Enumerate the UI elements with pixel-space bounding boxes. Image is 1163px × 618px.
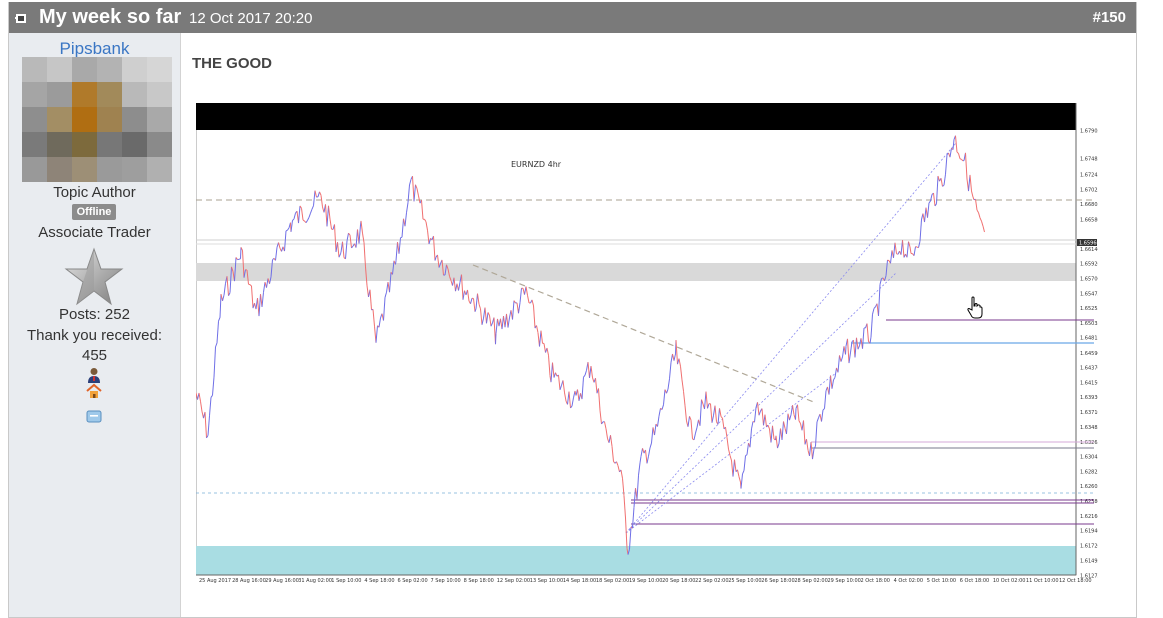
chart-plot-area: [196, 103, 1076, 575]
author-rank: Associate Trader: [9, 224, 180, 241]
post-number-link[interactable]: #150: [1093, 9, 1126, 26]
chart-y-tick-label: 1.62825: [1080, 469, 1098, 475]
post-title: My week so far: [39, 6, 181, 29]
chart-supply-zone: [196, 263, 1076, 281]
chart-y-tick-label: 1.67025: [1080, 187, 1098, 193]
chart-x-tick-label: 4 Oct 02:00: [894, 578, 923, 584]
message-icon[interactable]: [86, 409, 102, 425]
chart-y-tick-label: 1.65700: [1080, 276, 1098, 282]
user-profile-icon[interactable]: [86, 367, 102, 383]
chart-price-segment: [241, 247, 242, 258]
chart-bottom-zone: [196, 546, 1076, 575]
chart-x-tick-label: 12 Oct 18:00: [1059, 578, 1092, 584]
chart-x-tick-label: 10 Oct 02:00: [993, 578, 1026, 584]
author-username[interactable]: Pipsbank: [9, 39, 180, 59]
chart-x-tick-label: 31 Aug 02:00: [298, 578, 332, 584]
hand-cursor-icon: [966, 296, 984, 320]
chart-y-tick-label: 1.64370: [1080, 366, 1098, 372]
chart-x-tick-label: 2 Oct 18:00: [861, 578, 890, 584]
status-badge: Offline: [72, 204, 116, 220]
collapse-toggle-icon[interactable]: [15, 11, 29, 25]
chart-y-tick-label: 1.65035: [1080, 321, 1098, 327]
author-thanks-value: 455: [9, 347, 180, 364]
chart-x-tick-label: 29 Sep 10:00: [827, 578, 860, 584]
chart-x-tick-label: 13 Sep 10:00: [530, 578, 563, 584]
chart-x-tick-label: 14 Sep 18:00: [563, 578, 596, 584]
chart-top-band: [196, 103, 1076, 130]
chart-x-tick-label: 11 Oct 10:00: [1026, 578, 1059, 584]
chart-image: 1.67905 1.67485 1.67245 1.67025 1.66805 1.665…: [196, 103, 1098, 593]
chart-price-segment: [286, 230, 288, 231]
chart-y-tick-label: 1.63265: [1080, 440, 1098, 446]
chart-y-tick-label: 1.61940: [1080, 529, 1098, 535]
chart-x-tick-label: 4 Sep 18:00: [364, 578, 394, 584]
chart-x-tick-label: 18 Sep 02:00: [596, 578, 629, 584]
chart-x-tick-label: 12 Sep 02:00: [497, 578, 530, 584]
chart-y-tick-label: 1.63045: [1080, 455, 1098, 461]
chart-y-tick-label: 1.62160: [1080, 514, 1098, 520]
chart-y-tick-label: 1.66805: [1080, 202, 1098, 208]
chart-price-segment: [960, 159, 962, 160]
post-header: My week so far 12 Oct 2017 20:20 #150: [9, 2, 1136, 33]
chart-y-tick-label: 1.64815: [1080, 336, 1098, 342]
chart-y-tick-label: 1.62605: [1080, 484, 1098, 490]
chart-x-tick-label: 29 Aug 16:00: [265, 578, 299, 584]
post-content: THE GOOD 1.679051.674851.672451.670251.6…: [181, 33, 1136, 617]
chart-x-tick-label: 22 Sep 02:00: [695, 578, 728, 584]
chart-x-tick-label: 19 Sep 10:00: [629, 578, 662, 584]
chart-y-tick-label: 1.65475: [1080, 291, 1098, 297]
chart-x-tick-label: 20 Sep 18:00: [662, 578, 695, 584]
chart-x-tick-label: 5 Oct 10:00: [927, 578, 956, 584]
chart-y-tick-label: 1.67245: [1080, 173, 1098, 179]
chart-y-tick-label: 1.65255: [1080, 306, 1098, 312]
chart-x-tick-label: 25 Aug 2017: [199, 578, 231, 584]
chart-y-tick-label: 1.64590: [1080, 351, 1098, 357]
chart-price-segment: [846, 346, 847, 354]
chart-y-tick-label: 1.66140: [1080, 247, 1098, 253]
chart-x-tick-label: 25 Sep 10:00: [728, 578, 761, 584]
chart-y-tick-label: 1.63710: [1080, 410, 1098, 416]
chart-y-tick-label: 1.67485: [1080, 157, 1098, 163]
chart-x-tick-label: 1 Sep 10:00: [331, 578, 361, 584]
chart-y-tick-label: 1.66580: [1080, 217, 1098, 223]
chart-y-tick-label: 1.65920: [1080, 262, 1098, 268]
chart-price-segment: [341, 252, 342, 254]
chart-y-tick-label: 1.63485: [1080, 425, 1098, 431]
chart-y-tick-label: 1.61720: [1080, 543, 1098, 549]
chart-price-segment: [239, 259, 241, 260]
chart-x-tick-label: 28 Aug 16:00: [232, 578, 266, 584]
author-sidebar: Pipsbank Topic Author Offline Associate …: [9, 33, 181, 617]
chart-price-segment: [401, 237, 403, 238]
chart-y-tick-label: 1.61495: [1080, 559, 1098, 565]
chart-x-tick-label: 26 Sep 18:00: [761, 578, 794, 584]
author-role: Topic Author: [9, 184, 180, 201]
rank-star-icon: [64, 247, 124, 307]
chart-x-tick-label: 28 Sep 02:00: [794, 578, 827, 584]
chart-x-tick-label: 7 Sep 10:00: [431, 578, 461, 584]
author-posts: Posts: 252: [9, 306, 180, 323]
chart-y-tick-label: 1.64150: [1080, 380, 1098, 386]
chart-price-segment: [796, 408, 797, 419]
chart-y-tick-label: 1.67905: [1080, 128, 1098, 134]
eurnzd-chart: 1.67905 1.67485 1.67245 1.67025 1.66805 1.665…: [196, 103, 1098, 593]
chart-x-tick-label: 6 Sep 02:00: [397, 578, 427, 584]
chart-price-segment: [496, 333, 497, 344]
chart-x-tick-label: 8 Sep 18:00: [464, 578, 494, 584]
chart-x-tick-label: 6 Oct 18:00: [960, 578, 989, 584]
chart-price-segment: [396, 261, 397, 265]
home-icon[interactable]: [86, 383, 102, 399]
chart-current-price-label: 1.65960: [1079, 241, 1098, 247]
author-thanks-label: Thank you received:: [9, 327, 180, 344]
chart-y-tick-label: 1.63930: [1080, 395, 1098, 401]
post-date: 12 Oct 2017 20:20: [189, 10, 312, 27]
post-heading: THE GOOD: [192, 55, 272, 72]
avatar[interactable]: [22, 57, 172, 182]
chart-title: EURNZD 4hr: [511, 160, 562, 169]
